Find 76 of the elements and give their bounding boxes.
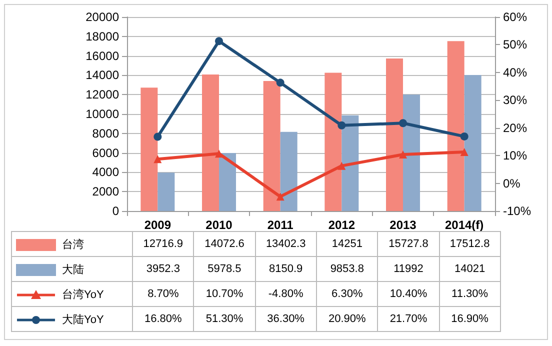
bar (447, 41, 464, 211)
bar (280, 132, 298, 211)
y-tick-label: 8000 (92, 126, 120, 140)
bar (464, 74, 482, 211)
x-tick-label: 2011 (267, 218, 294, 232)
x-tick-label: 2012 (328, 218, 356, 232)
y2-tick-label: 50% (503, 38, 528, 52)
y2-tick-label: 20% (503, 120, 528, 135)
data-label: 13402.3 (255, 232, 316, 256)
point (460, 132, 468, 140)
data-label: 14021 (439, 256, 500, 282)
y2-tick-label: 10% (503, 148, 528, 163)
bar (324, 72, 342, 211)
data-label: 3952.3 (132, 256, 194, 282)
bar (386, 58, 403, 211)
y2-tick-label: -10% (503, 204, 532, 218)
bar (158, 172, 175, 211)
bar (342, 115, 359, 211)
data-label: 11.30% (439, 282, 500, 306)
x-tick-label: 2013 (390, 218, 417, 232)
point (399, 119, 407, 128)
data-label: 5978.5 (194, 256, 256, 282)
point (215, 37, 223, 46)
data-label: 10.40% (378, 282, 440, 306)
x-tick-label: 2009 (144, 218, 172, 232)
data-label: 6.30% (316, 282, 378, 306)
y2-tick-label: 30% (503, 93, 528, 108)
data-label: 14072.6 (194, 232, 256, 256)
point (154, 155, 162, 164)
data-label: 12716.9 (132, 232, 194, 256)
x-tick-label: 2010 (206, 218, 233, 232)
bar (140, 88, 158, 211)
point (215, 150, 223, 158)
y-tick-label: 14000 (86, 68, 120, 82)
y-tick-label: 20000 (86, 10, 120, 24)
y-tick-label: 0 (112, 204, 120, 218)
point (276, 192, 284, 201)
data-label: 14251 (316, 232, 378, 256)
y-tick-label: 16000 (86, 48, 120, 63)
y2-tick-label: 40% (503, 65, 528, 80)
data-label: 11992 (378, 256, 440, 282)
data-label: 16.90% (439, 306, 500, 332)
data-label: 36.30% (255, 306, 316, 332)
y2-tick-label: 60% (503, 10, 528, 24)
data-label: 51.30% (194, 306, 256, 332)
y-tick-label: 4000 (92, 165, 120, 180)
legend-label: 台湾 (62, 238, 84, 250)
data-label: 17512.8 (439, 232, 500, 256)
y-tick-label: 10000 (86, 107, 120, 121)
data-label: 15727.8 (378, 232, 440, 256)
data-label: 10.70% (194, 282, 256, 306)
bar (403, 94, 420, 211)
y2-tick-label: 0% (503, 176, 521, 190)
legend-label: 大陆YoY (62, 314, 104, 326)
legend-label: 台湾YoY (62, 288, 104, 300)
point (154, 132, 162, 141)
bar (219, 153, 236, 211)
data-label: 16.80% (132, 306, 194, 332)
y-tick-label: 18000 (86, 29, 120, 44)
bar (202, 74, 219, 211)
data-label: 9853.8 (316, 256, 378, 282)
data-label: 21.70% (378, 306, 440, 332)
data-label: 8.70% (132, 282, 194, 306)
data-label: -4.80% (255, 282, 316, 306)
point (338, 162, 346, 170)
point (399, 150, 407, 158)
y-tick-label: 6000 (92, 146, 120, 160)
legend-label: 大陆 (62, 264, 84, 276)
point (460, 148, 468, 156)
bar (263, 81, 280, 211)
point (338, 121, 346, 130)
point (276, 78, 284, 87)
y-tick-label: 12000 (86, 88, 120, 102)
data-label: 8150.9 (255, 256, 316, 282)
data-label: 20.90% (316, 306, 378, 332)
y-tick-label: 2000 (92, 184, 120, 199)
